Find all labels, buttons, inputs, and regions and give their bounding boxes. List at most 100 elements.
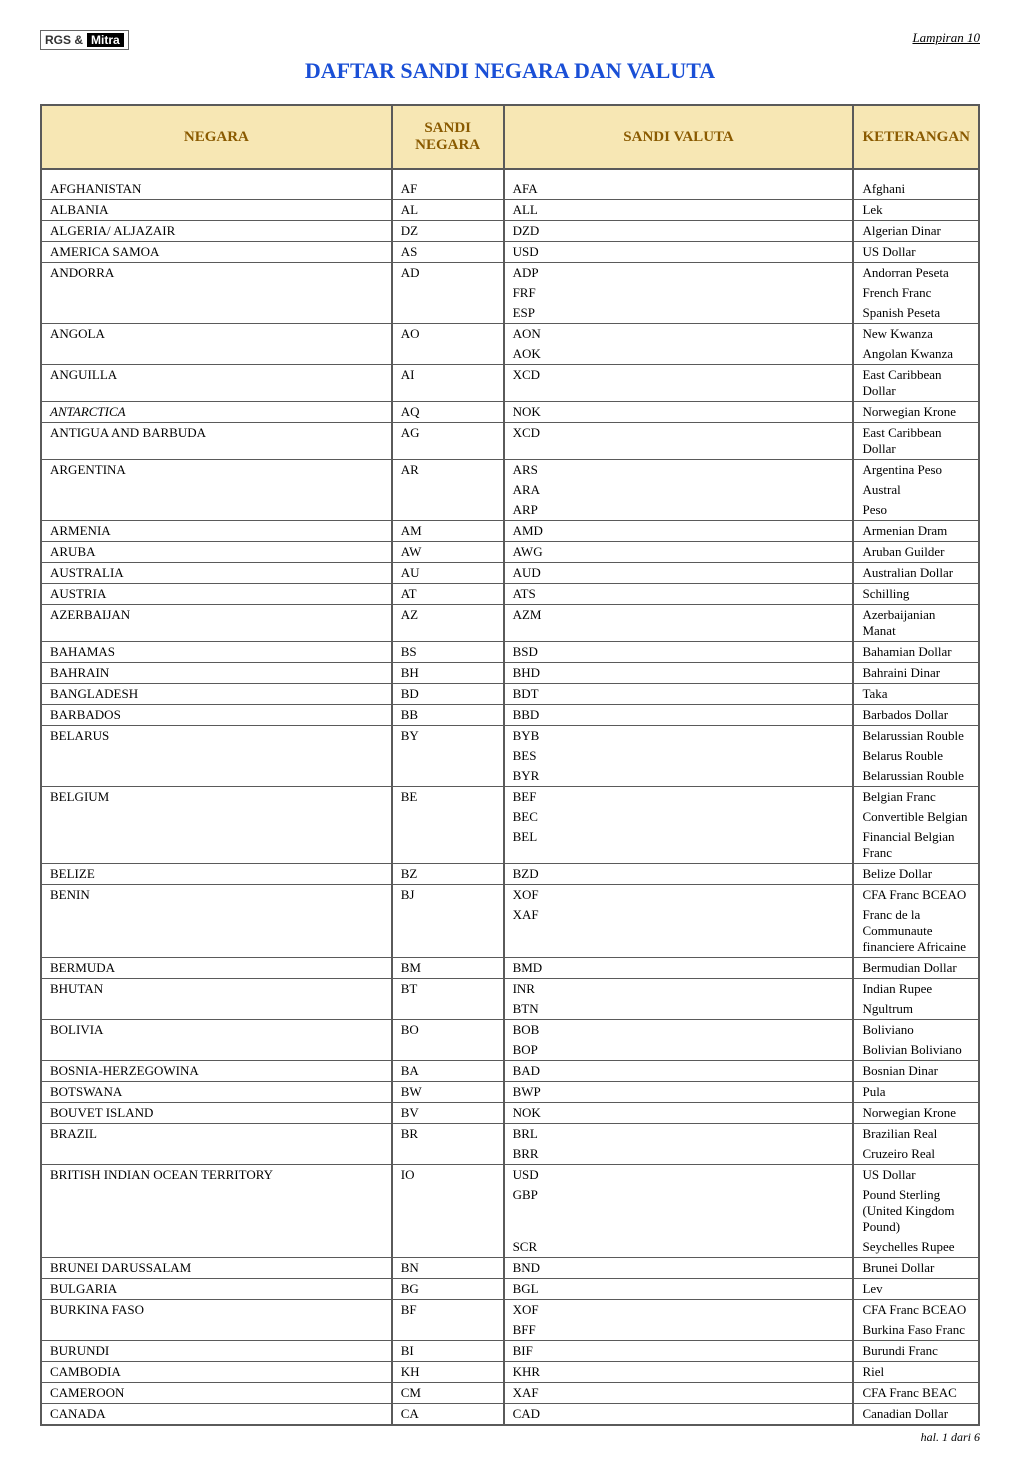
- table-row: AMERICA SAMOAASUSDUS Dollar: [41, 242, 979, 263]
- cell-negara: BRAZIL: [41, 1124, 392, 1165]
- cell-sandi-negara: AR: [392, 460, 504, 521]
- cell-sandi-valuta: BZD: [504, 864, 854, 885]
- cell-sandi-valuta: INR: [504, 979, 854, 1000]
- cell-sandi-valuta: AWG: [504, 542, 854, 563]
- cell-sandi-valuta: BAD: [504, 1061, 854, 1082]
- cell-sandi-valuta: ALL: [504, 200, 854, 221]
- table-row: ARUBAAWAWGAruban Guilder: [41, 542, 979, 563]
- cell-keterangan: Lek: [853, 200, 979, 221]
- cell-sandi-valuta: BWP: [504, 1082, 854, 1103]
- table-row: BANGLADESHBDBDTTaka: [41, 684, 979, 705]
- table-row: ALGERIA/ ALJAZAIRDZDZDAlgerian Dinar: [41, 221, 979, 242]
- table-row: BURKINA FASOBFXOFCFA Franc BCEAO: [41, 1300, 979, 1321]
- cell-keterangan: Brunei Dollar: [853, 1258, 979, 1279]
- currency-table: NEGARA SANDI NEGARA SANDI VALUTA KETERAN…: [40, 104, 980, 1426]
- cell-keterangan: Bermudian Dollar: [853, 958, 979, 979]
- cell-sandi-negara: IO: [392, 1165, 504, 1258]
- cell-sandi-negara: BW: [392, 1082, 504, 1103]
- cell-keterangan: US Dollar: [853, 242, 979, 263]
- cell-sandi-negara: AL: [392, 200, 504, 221]
- cell-sandi-valuta: AUD: [504, 563, 854, 584]
- cell-sandi-negara: BM: [392, 958, 504, 979]
- cell-sandi-negara: AM: [392, 521, 504, 542]
- cell-keterangan: Riel: [853, 1362, 979, 1383]
- cell-negara: CAMEROON: [41, 1383, 392, 1404]
- table-row: AZERBAIJANAZAZMAzerbaijanian Manat: [41, 605, 979, 642]
- cell-sandi-negara: KH: [392, 1362, 504, 1383]
- table-row: BAHAMASBSBSDBahamian Dollar: [41, 642, 979, 663]
- cell-sandi-negara: AU: [392, 563, 504, 584]
- logo-rgs: RGS &: [45, 33, 83, 47]
- cell-negara: ALGERIA/ ALJAZAIR: [41, 221, 392, 242]
- cell-sandi-valuta: XOF: [504, 1300, 854, 1321]
- cell-sandi-valuta: NOK: [504, 1103, 854, 1124]
- cell-keterangan: Austral: [853, 480, 979, 500]
- table-row: AUSTRIAATATSSchilling: [41, 584, 979, 605]
- cell-negara: BARBADOS: [41, 705, 392, 726]
- table-row: BARBADOSBBBBDBarbados Dollar: [41, 705, 979, 726]
- cell-negara: BRUNEI DARUSSALAM: [41, 1258, 392, 1279]
- table-row: ARMENIAAMAMDArmenian Dram: [41, 521, 979, 542]
- cell-sandi-valuta: BRL: [504, 1124, 854, 1145]
- logo-mitra: Mitra: [87, 33, 124, 47]
- cell-sandi-negara: BG: [392, 1279, 504, 1300]
- cell-keterangan: CFA Franc BCEAO: [853, 1300, 979, 1321]
- cell-negara: BOTSWANA: [41, 1082, 392, 1103]
- table-row: BHUTANBTINRIndian Rupee: [41, 979, 979, 1000]
- table-row: CAMEROONCMXAFCFA Franc BEAC: [41, 1383, 979, 1404]
- table-row: ANDORRAADADPAndorran Peseta: [41, 263, 979, 284]
- table-row: BRUNEI DARUSSALAMBNBNDBrunei Dollar: [41, 1258, 979, 1279]
- table-row: BERMUDABMBMDBermudian Dollar: [41, 958, 979, 979]
- cell-keterangan: Algerian Dinar: [853, 221, 979, 242]
- cell-keterangan: Bahraini Dinar: [853, 663, 979, 684]
- header-row: RGS & Mitra Lampiran 10: [40, 30, 980, 50]
- cell-sandi-valuta: XAF: [504, 1383, 854, 1404]
- cell-sandi-valuta: ADP: [504, 263, 854, 284]
- table-row: ANGUILLAAIXCDEast Caribbean Dollar: [41, 365, 979, 402]
- cell-negara: BULGARIA: [41, 1279, 392, 1300]
- cell-keterangan: Armenian Dram: [853, 521, 979, 542]
- table-row: ALBANIAALALLLek: [41, 200, 979, 221]
- cell-sandi-valuta: CAD: [504, 1404, 854, 1426]
- table-row: AUSTRALIAAUAUDAustralian Dollar: [41, 563, 979, 584]
- table-row: BOUVET ISLANDBVNOKNorwegian Krone: [41, 1103, 979, 1124]
- cell-negara: BAHAMAS: [41, 642, 392, 663]
- cell-keterangan: US Dollar: [853, 1165, 979, 1186]
- table-row: BENINBJXOFCFA Franc BCEAO: [41, 885, 979, 906]
- cell-negara: AZERBAIJAN: [41, 605, 392, 642]
- table-row: ANGOLAAOAONNew Kwanza: [41, 324, 979, 345]
- cell-sandi-valuta: BTN: [504, 999, 854, 1020]
- cell-sandi-negara: AT: [392, 584, 504, 605]
- cell-keterangan: Belize Dollar: [853, 864, 979, 885]
- cell-sandi-negara: BY: [392, 726, 504, 787]
- cell-sandi-valuta: BHD: [504, 663, 854, 684]
- cell-negara: BOLIVIA: [41, 1020, 392, 1061]
- cell-negara: BELIZE: [41, 864, 392, 885]
- cell-negara: ANGUILLA: [41, 365, 392, 402]
- cell-keterangan: Belarussian Rouble: [853, 726, 979, 747]
- cell-keterangan: Belarus Rouble: [853, 746, 979, 766]
- table-body: AFGHANISTANAFAFAAfghaniALBANIAALALLLekAL…: [41, 169, 979, 1425]
- cell-sandi-negara: AQ: [392, 402, 504, 423]
- cell-keterangan: Peso: [853, 500, 979, 521]
- table-row: BULGARIABGBGLLev: [41, 1279, 979, 1300]
- cell-sandi-valuta: BRR: [504, 1144, 854, 1165]
- cell-negara: AFGHANISTAN: [41, 179, 392, 200]
- cell-negara: ANTARCTICA: [41, 402, 392, 423]
- cell-sandi-valuta: BSD: [504, 642, 854, 663]
- table-row: BAHRAINBHBHDBahraini Dinar: [41, 663, 979, 684]
- cell-keterangan: Norwegian Krone: [853, 402, 979, 423]
- cell-sandi-valuta: BEL: [504, 827, 854, 864]
- cell-negara: BENIN: [41, 885, 392, 958]
- cell-sandi-valuta: NOK: [504, 402, 854, 423]
- cell-sandi-valuta: XAF: [504, 905, 854, 958]
- cell-sandi-negara: BO: [392, 1020, 504, 1061]
- cell-sandi-negara: BV: [392, 1103, 504, 1124]
- cell-sandi-negara: AI: [392, 365, 504, 402]
- cell-negara: ANDORRA: [41, 263, 392, 324]
- cell-sandi-valuta: ARS: [504, 460, 854, 481]
- cell-keterangan: Pound Sterling (United Kingdom Pound): [853, 1185, 979, 1237]
- cell-sandi-valuta: AZM: [504, 605, 854, 642]
- table-header-row: NEGARA SANDI NEGARA SANDI VALUTA KETERAN…: [41, 105, 979, 169]
- cell-keterangan: Barbados Dollar: [853, 705, 979, 726]
